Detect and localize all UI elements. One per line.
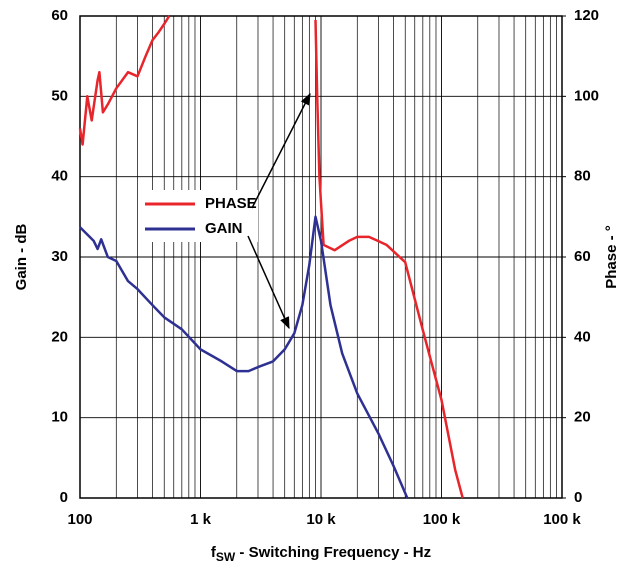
- y2-tick-label: 20: [574, 409, 591, 426]
- y2-tick-label: 0: [574, 489, 582, 506]
- legend-box: [138, 190, 258, 242]
- x-tick-label: 10 k: [306, 511, 336, 528]
- x-tick-label: 100: [67, 511, 92, 528]
- x-label-main: f: [211, 544, 217, 561]
- x-tick-label: 100 k: [543, 511, 581, 528]
- x-tick-label: 1 k: [190, 511, 212, 528]
- x-label-sub: SW: [216, 550, 236, 564]
- y2-tick-label: 40: [574, 328, 591, 345]
- x-label-rest: - Switching Frequency - Hz: [235, 544, 431, 561]
- x-axis-label: fSW - Switching Frequency - Hz: [211, 544, 431, 564]
- legend-label: GAIN: [205, 220, 243, 237]
- y-axis-label: Gain - dB: [13, 224, 30, 291]
- legend-label: PHASE: [205, 195, 257, 212]
- y2-tick-label: 60: [574, 248, 591, 265]
- y2-tick-label: 100: [574, 87, 599, 104]
- y-tick-label: 0: [60, 489, 68, 506]
- y-tick-label: 50: [51, 87, 68, 104]
- y-tick-label: 40: [51, 168, 68, 185]
- y2-tick-label: 80: [574, 168, 591, 185]
- annotation-arrow: [251, 92, 311, 209]
- y-tick-label: 10: [51, 409, 68, 426]
- plot-frame: [79, 15, 563, 499]
- y-tick-label: 60: [51, 7, 68, 24]
- series-line: [79, 215, 409, 499]
- y-tick-label: 30: [51, 248, 68, 265]
- y-tick-label: 20: [51, 328, 68, 345]
- y2-axis-label: Phase - °: [603, 225, 620, 289]
- x-tick-label: 100 k: [423, 511, 461, 528]
- annotation-arrow: [247, 235, 290, 330]
- series-line: [78, 15, 464, 499]
- y2-tick-label: 120: [574, 7, 599, 24]
